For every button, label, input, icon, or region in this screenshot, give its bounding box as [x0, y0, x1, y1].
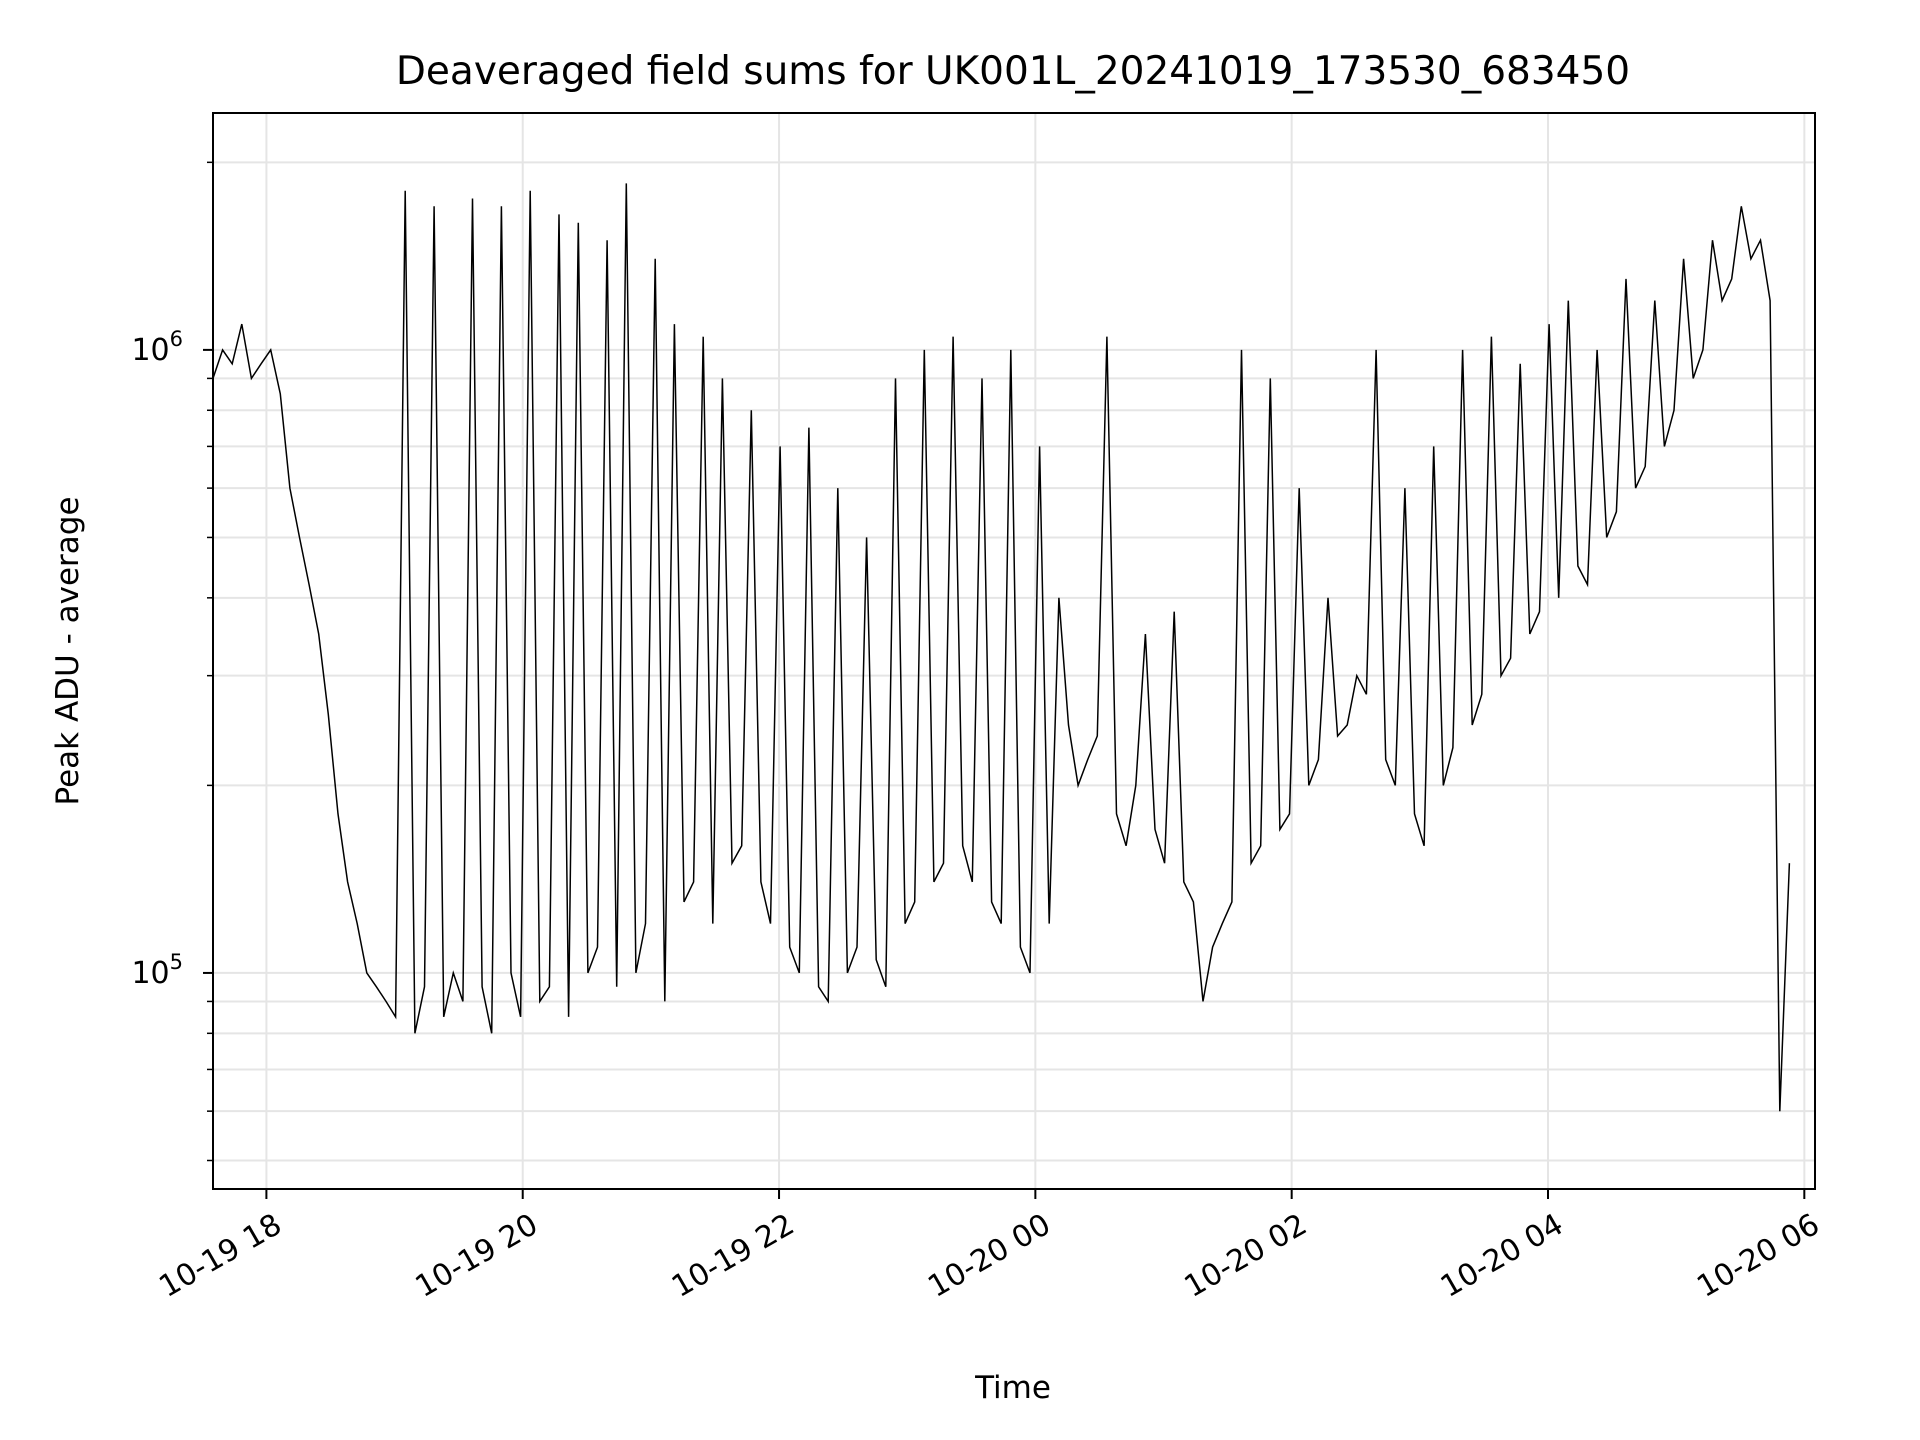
x-tick-label: 10-20 06: [1691, 1207, 1825, 1305]
y-axis-title: Peak ADU - average: [50, 496, 86, 805]
plot-frame: [212, 112, 1816, 1190]
series-line: [212, 183, 1791, 1112]
x-axis-title: Time: [974, 1370, 1051, 1406]
x-tick-label: 10-20 00: [922, 1207, 1056, 1305]
x-tick-label: 10-19 20: [410, 1207, 544, 1305]
x-tick-label: 10-20 02: [1179, 1207, 1313, 1305]
x-tick-label: 10-19 18: [153, 1207, 287, 1305]
grid-layer: [213, 113, 1815, 1189]
chart-title: Deaveraged field sums for UK001L_2024101…: [396, 49, 1630, 94]
x-tick-label: 10-19 22: [666, 1207, 800, 1305]
y-tick-exponent: 5: [170, 950, 183, 974]
y-tick-label: 105: [131, 950, 183, 991]
ticks-layer: 10-19 18 10-19 20 10-19 22 10-20 00 10-20 02…: [131, 161, 1826, 1305]
x-tick-label: 10-20 04: [1435, 1207, 1569, 1305]
y-tick-base: 10: [131, 333, 169, 368]
y-tick-label: 106: [131, 327, 183, 368]
series-layer: [212, 183, 1791, 1112]
y-tick-exponent: 6: [170, 327, 183, 351]
y-tick-base: 10: [131, 956, 169, 991]
